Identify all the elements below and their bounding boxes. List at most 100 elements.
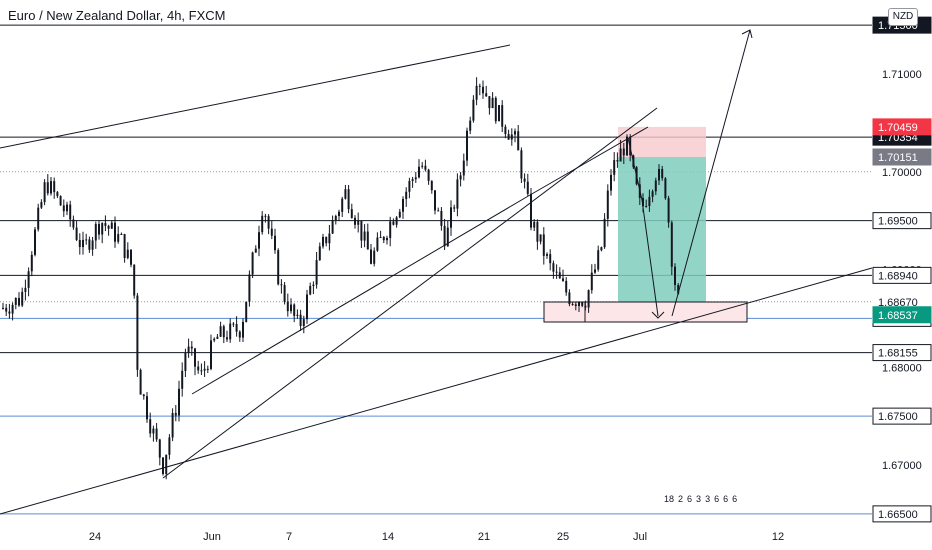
candle-body	[130, 249, 132, 265]
candle-body	[264, 215, 267, 217]
candle-body	[187, 346, 190, 354]
candle	[82, 231, 84, 255]
event-marker[interactable]: 6	[732, 494, 738, 504]
candle	[94, 221, 97, 249]
candle-body	[520, 150, 523, 179]
candle	[674, 263, 676, 291]
price-tag	[872, 118, 932, 136]
candle-body	[216, 336, 219, 339]
candle	[437, 207, 440, 212]
candle-body	[158, 439, 161, 458]
candle	[328, 224, 331, 251]
chart-title: Euro / New Zealand Dollar, 4h, FXCM	[8, 8, 226, 23]
candle	[555, 264, 558, 279]
candle	[85, 233, 88, 245]
candle-body	[498, 105, 500, 122]
candle-body	[578, 302, 580, 306]
candle-body	[325, 236, 328, 244]
y-tick-label: 1.67000	[882, 460, 922, 472]
candle	[88, 236, 91, 253]
candle-body	[488, 96, 491, 109]
candle-body	[526, 181, 529, 194]
candle	[174, 405, 177, 422]
event-marker[interactable]: 6	[714, 494, 720, 504]
candle-body	[642, 197, 644, 207]
candle-body	[133, 264, 136, 296]
price-tag	[872, 148, 932, 166]
candle	[306, 289, 308, 324]
candle	[2, 302, 4, 310]
event-marker[interactable]: 3	[705, 494, 711, 504]
candle-body	[78, 239, 81, 248]
candle-body	[254, 248, 257, 253]
candle	[261, 211, 264, 235]
candle	[286, 293, 289, 317]
candle	[283, 282, 286, 305]
candle	[315, 251, 318, 289]
candle-body	[309, 285, 312, 295]
candle	[178, 380, 180, 422]
candle	[114, 216, 116, 248]
candle-body	[562, 278, 564, 281]
candle-body	[587, 290, 590, 308]
candle	[75, 221, 78, 242]
currency-badge[interactable]: NZD	[888, 8, 918, 26]
candle	[450, 200, 452, 236]
candle	[645, 199, 648, 208]
candle	[411, 176, 414, 188]
candle	[312, 281, 315, 295]
candle	[325, 236, 328, 247]
event-marker[interactable]: 2	[678, 494, 684, 504]
y-tick-label: 1.68000	[882, 362, 922, 374]
candle-body	[267, 216, 270, 229]
economic-events[interactable]: 18 2 6 3 3 6 6 6	[664, 494, 741, 504]
candle-body	[232, 323, 235, 325]
candle	[146, 391, 148, 423]
candle-body	[590, 272, 593, 291]
candle	[571, 302, 574, 306]
event-marker[interactable]: 18	[664, 494, 675, 504]
candle	[414, 171, 417, 183]
candle-body	[469, 120, 472, 131]
candle-body	[338, 211, 340, 217]
candle-body	[18, 297, 20, 306]
candle-body	[478, 85, 481, 87]
price-tag	[872, 212, 932, 230]
candle	[517, 125, 520, 151]
event-marker[interactable]: 6	[687, 494, 693, 504]
price-tag-text: 1.69500	[878, 216, 918, 228]
candle	[427, 168, 430, 185]
candle-body	[501, 105, 504, 127]
candle	[514, 128, 516, 143]
candle-body	[213, 338, 216, 341]
candle-body	[440, 210, 443, 226]
event-marker[interactable]: 6	[723, 494, 729, 504]
candle	[72, 215, 75, 230]
candle	[226, 330, 228, 343]
x-tick-label: 12	[772, 531, 784, 543]
candle	[670, 220, 673, 276]
candle-body	[366, 231, 369, 250]
candle	[171, 408, 174, 442]
candle-body	[549, 254, 552, 264]
event-marker[interactable]: 3	[696, 494, 702, 504]
candle	[152, 425, 155, 442]
candle-body	[568, 292, 571, 305]
candlesticks	[2, 77, 680, 480]
candle-body	[178, 388, 180, 416]
candle	[222, 324, 225, 344]
candle	[344, 184, 347, 200]
candle-body	[510, 134, 513, 140]
candle-body	[530, 193, 532, 228]
candle-body	[107, 225, 110, 229]
candle	[318, 242, 321, 261]
candle-body	[533, 222, 536, 228]
candle-body	[24, 287, 27, 292]
candle-body	[245, 301, 248, 322]
candle	[370, 244, 372, 265]
candle	[181, 362, 184, 397]
candle	[536, 219, 539, 250]
candle	[459, 172, 462, 187]
candle-body	[210, 340, 212, 369]
